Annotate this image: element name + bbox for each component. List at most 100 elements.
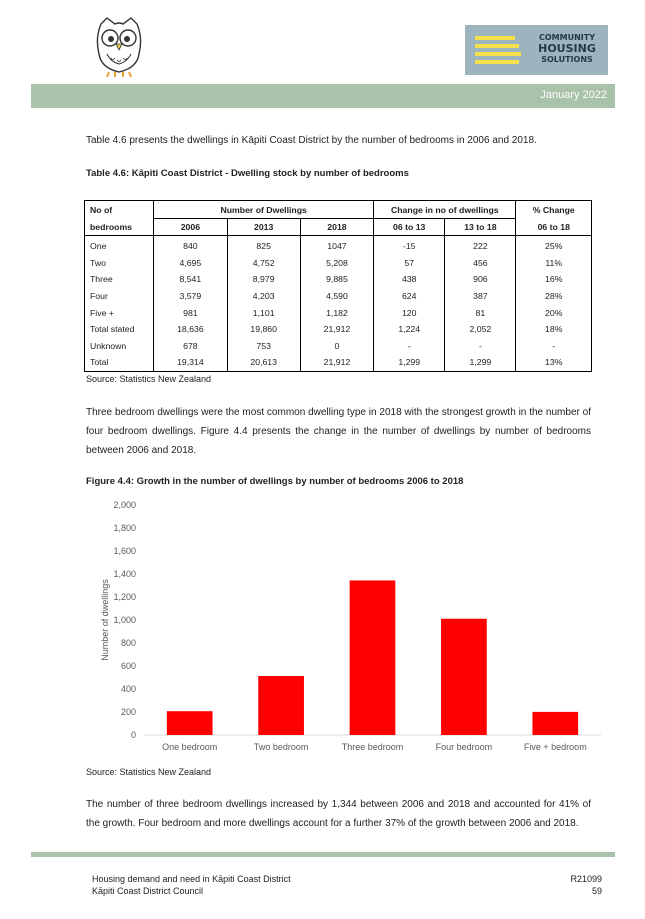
y-axis-label: Number of dwellings: [100, 579, 110, 661]
figure-caption: Figure 4.4: Growth in the number of dwel…: [86, 476, 464, 487]
y-tick-label: 600: [121, 661, 136, 671]
closing-paragraph: The number of three bedroom dwellings in…: [86, 799, 591, 829]
row-label: Three: [83, 271, 155, 288]
x-tick-label: Two bedroom: [254, 742, 309, 752]
table-row: Two 4,695 4,752 5,208 57 456 11%: [83, 254, 592, 272]
row-label: One: [83, 235, 155, 255]
table-cell: 11%: [515, 254, 592, 272]
y-tick-label: 0: [131, 730, 136, 740]
table-cell: 753: [226, 337, 301, 355]
table-cell: 0: [299, 337, 375, 355]
table-cell: 2,052: [444, 320, 517, 338]
footer-report-code: R21099: [570, 874, 602, 884]
header-date: January 2022: [540, 89, 607, 101]
owl-logo: [93, 14, 145, 80]
header-cell: 06 to 13: [373, 218, 446, 236]
y-tick-label: 1,200: [113, 592, 136, 602]
table-source: Source: Statistics New Zealand: [86, 374, 212, 384]
table-cell: 678: [153, 337, 228, 355]
table-cell: 8,979: [226, 271, 301, 288]
y-tick-label: 800: [121, 638, 136, 648]
table-caption: Table 4.6: Kāpiti Coast District - Dwell…: [86, 168, 409, 179]
bar: [532, 711, 579, 735]
chart-svg: 0 200 400 600 800 1,000 1,200 1,400 1,600 1,800 2,…: [100, 500, 601, 752]
table-row: Five + 981 1,101 1,182 120 81 20%: [83, 304, 592, 321]
table-cell: 4,203: [226, 287, 301, 305]
row-label: Total stated: [83, 320, 155, 338]
table-cell: 20,613: [226, 354, 301, 372]
table-cell: 19,314: [153, 354, 228, 372]
table-cell: 8,541: [153, 271, 228, 288]
community-housing-logo: COMMUNITY HOUSING SOLUTIONS: [465, 25, 608, 75]
x-tick-label: Five + bedroom: [524, 742, 587, 752]
header-cell: 2013: [226, 218, 301, 236]
table-cell: 456: [444, 254, 517, 272]
dwelling-stock-table: No of Number of Dwellings Change in no o…: [83, 200, 592, 372]
table-cell: 981: [153, 304, 228, 321]
bar: [441, 618, 487, 735]
table-cell: 120: [373, 304, 446, 321]
table-row: One 840 825 1047 -15 222 25%: [83, 235, 592, 255]
x-tick-label: Three bedroom: [342, 742, 404, 752]
header-cell: bedrooms: [83, 218, 155, 236]
table-cell: 13%: [515, 354, 592, 372]
table-cell: 57: [373, 254, 446, 272]
table-row: Three 8,541 8,979 9,885 438 906 16%: [83, 271, 592, 288]
bar: [258, 676, 304, 735]
table-cell: 18%: [515, 320, 592, 338]
table-cell: 4,590: [299, 287, 375, 305]
logo-text-housing: HOUSING: [538, 42, 596, 55]
table-cell: 4,695: [153, 254, 228, 272]
figure-source: Source: Statistics New Zealand: [86, 767, 212, 777]
y-tick-label: 1,000: [113, 615, 136, 625]
table-row: Four 3,579 4,203 4,590 624 387 28%: [83, 287, 592, 305]
body-paragraph: Three bedroom dwellings were the most co…: [86, 407, 591, 456]
table-cell: 28%: [515, 287, 592, 305]
header-cell: 13 to 18: [444, 218, 517, 236]
bar: [349, 580, 396, 735]
bedroom-growth-chart: 0 200 400 600 800 1,000 1,200 1,400 1,600 1,800 2,…: [96, 497, 606, 757]
table-cell: 222: [444, 235, 517, 255]
header-cell: 2006: [153, 218, 228, 236]
table-cell: 387: [444, 287, 517, 305]
table-cell: -: [515, 337, 592, 355]
table-cell: 3,579: [153, 287, 228, 305]
footer-council: Kāpiti Coast District Council: [92, 886, 204, 896]
table-cell: 825: [226, 235, 301, 255]
table-cell: 906: [444, 271, 517, 288]
table-row: Total 19,314 20,613 21,912 1,299 1,299 1…: [83, 354, 592, 372]
table-cell: 81: [444, 304, 517, 321]
row-label: Five +: [83, 304, 155, 321]
table-header-row: No of Number of Dwellings Change in no o…: [83, 200, 592, 219]
row-label: Two: [83, 254, 155, 272]
header-cell: % Change: [515, 200, 592, 219]
table-subheader-row: bedrooms 2006 2013 2018 06 to 13 13 to 1…: [83, 218, 592, 236]
table-cell: 19,860: [226, 320, 301, 338]
table-cell: 18,636: [153, 320, 228, 338]
table-cell: 1,299: [373, 354, 446, 372]
table-cell: -: [444, 337, 517, 355]
header-cell: 06 to 18: [515, 218, 592, 236]
y-tick-label: 1,600: [113, 546, 136, 556]
table-cell: 624: [373, 287, 446, 305]
intro-paragraph: Table 4.6 presents the dwellings in Kāpi…: [86, 135, 537, 146]
table-cell: 1,182: [299, 304, 375, 321]
footer-band: [31, 852, 615, 857]
table-cell: 1,224: [373, 320, 446, 338]
header-cell: Change in no of dwellings: [373, 200, 517, 219]
bar: [166, 711, 213, 735]
table-cell: 9,885: [299, 271, 375, 288]
header-band: January 2022: [31, 84, 615, 108]
x-tick-label: One bedroom: [162, 742, 217, 752]
table-cell: 5,208: [299, 254, 375, 272]
y-tick-label: 2,000: [113, 500, 136, 510]
table-row: Total stated 18,636 19,860 21,912 1,224 …: [83, 320, 592, 338]
table-cell: 25%: [515, 235, 592, 255]
row-label: Unknown: [83, 337, 155, 355]
header-cell: No of: [83, 200, 155, 219]
table-row: Unknown 678 753 0 - - -: [83, 337, 592, 355]
table-cell: 16%: [515, 271, 592, 288]
y-tick-label: 400: [121, 684, 136, 694]
logo-text-community: COMMUNITY: [538, 33, 595, 42]
logo-text-solutions: SOLUTIONS: [541, 55, 593, 64]
